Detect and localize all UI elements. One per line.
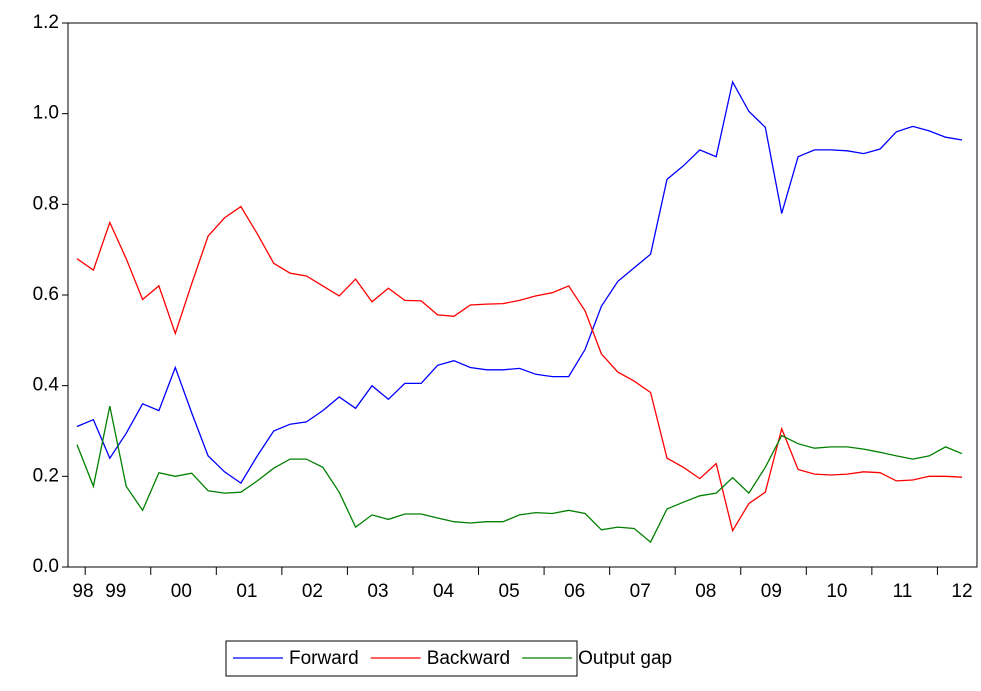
plot-frame: [67, 22, 978, 568]
y-tick-label: 0.0: [33, 556, 59, 577]
x-tick-label: 03: [367, 581, 388, 602]
y-tick-label: 0.6: [33, 284, 59, 305]
y-tick-label: 0.2: [33, 465, 59, 486]
legend-label: Forward: [289, 648, 359, 669]
x-tick-label: 98: [72, 581, 93, 602]
y-tick-label: 0.8: [33, 193, 59, 214]
x-tick-label: 05: [499, 581, 520, 602]
x-tick-label: 01: [236, 581, 257, 602]
y-tick-label: 1.0: [33, 103, 59, 124]
x-tick-label: 00: [171, 581, 192, 602]
x-tick-label: 12: [951, 581, 972, 602]
x-tick-label: 11: [893, 581, 913, 602]
series-line: [76, 205, 963, 533]
x-tick-label: 02: [302, 581, 323, 602]
x-tick-label: 09: [761, 581, 782, 602]
series-line: [76, 80, 963, 485]
x-tick-label: 07: [630, 581, 651, 602]
x-tick-label: 04: [433, 581, 455, 602]
legend-label: Output gap: [578, 648, 672, 669]
y-tick-label: 1.2: [33, 12, 59, 33]
x-tick-label: 08: [695, 581, 716, 602]
x-tick-label: 10: [826, 581, 847, 602]
series-line: [76, 405, 963, 544]
y-tick-label: 0.4: [33, 375, 60, 396]
x-tick-label: 06: [564, 581, 585, 602]
legend-label: Backward: [427, 648, 510, 669]
x-tick-label: 99: [105, 581, 126, 602]
